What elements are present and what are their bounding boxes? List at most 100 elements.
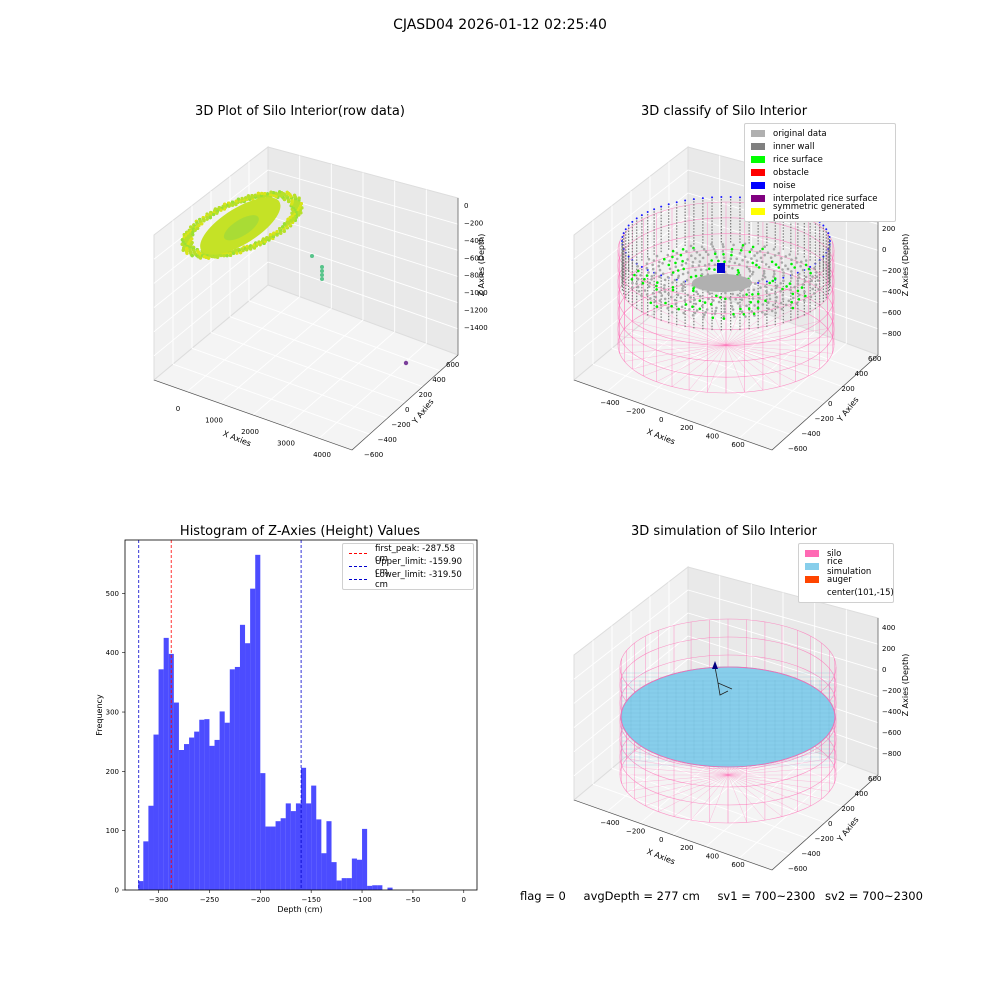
panel1-3d-plot: 010002000300040006004002000−200−400−6000… [153,145,488,459]
histogram-bar [184,744,190,890]
surface-point [732,312,735,316]
surface-point [680,305,684,309]
noise-point [646,211,649,214]
data-point [210,254,214,259]
y-axis-line [771,354,879,451]
surface-point [658,290,661,294]
surface-point [789,288,792,292]
surface-point [790,258,793,261]
surface-point [763,313,767,316]
surface-point [768,281,771,285]
z-tick-label: −1000 [464,289,488,297]
surface-point [790,273,794,276]
surface-point [774,299,778,303]
data-point [263,192,267,196]
histogram-bar [331,862,337,890]
surface-point [655,305,659,308]
surface-point [654,271,657,275]
legend-label: rice surface [773,154,823,165]
surface-point [785,285,788,288]
surface-point [809,271,812,275]
surface-point [770,288,773,291]
surface-point [736,269,740,272]
surface-point [637,269,640,273]
surface-point [772,248,776,251]
silo-spoke [619,336,833,354]
surface-point [736,293,740,297]
surface-point [711,245,714,248]
surface-point [774,263,778,266]
surface-point [751,293,754,296]
surface-point [722,315,725,318]
surface-point [764,263,768,266]
outlier-point [320,269,324,273]
surface-point [709,303,713,306]
surface-point [707,253,710,256]
noise-point [640,214,643,217]
data-point [239,251,243,255]
surface-point [781,297,785,301]
surface-point [759,256,763,260]
surface-point [773,272,776,276]
surface-point [763,253,766,257]
surface-point [631,281,634,285]
legend-label: Upper_limit: -159.90 cm [375,556,463,577]
data-point [180,238,184,242]
surface-point [724,291,727,295]
legend-swatch [751,143,765,150]
x-axis-line [573,799,773,871]
surface-point [712,247,716,251]
data-point [269,190,273,194]
surface-point [677,307,680,311]
data-point [208,216,212,220]
legend-label: noise [773,180,796,191]
surface-point [679,296,683,299]
surface-point [675,251,679,255]
x-axis-label: X Axies [646,847,677,866]
surface-point [655,284,658,288]
y-tick-label: 200 [841,385,854,393]
histogram-bar [351,858,357,890]
y-axis-label: Y Axies [835,815,861,844]
legend-swatch [751,195,765,202]
surface-point [748,269,752,273]
legend-entry: inner wall [751,140,889,153]
data-point [275,230,279,234]
histogram-bar [178,750,185,890]
histogram-bar [326,821,332,890]
noise-point [720,196,723,199]
surface-point [781,287,784,291]
histogram-bar [250,588,256,890]
surface-point [694,268,697,272]
surface-point [786,267,790,271]
surface-point [801,283,805,286]
legend-swatch [805,563,819,570]
x-axis-line [153,379,353,451]
surface-point [788,282,792,285]
surface-point [744,315,747,318]
surface-point [735,257,738,261]
surface-point [674,302,678,306]
surface-point [636,285,640,289]
histogram-bar [148,805,154,890]
y-tick-label: 400 [432,376,445,384]
surface-point [732,243,735,247]
surface-point [637,290,641,293]
data-point [285,220,289,224]
data-point [222,254,226,258]
surface-point [671,281,674,284]
histogram-xlabel: Depth (cm) [277,905,322,914]
surface-point [713,312,717,315]
surface-point [768,293,771,297]
surface-point [695,309,699,312]
sv1-text: sv1 = 700~2300 [717,889,816,903]
histogram-bar [321,853,327,890]
surface-point [765,289,768,293]
y-tick-label: 300 [106,709,119,717]
surface-point [693,311,697,315]
surface-point [686,271,690,274]
legend-label: interpolated rice surface [773,193,878,204]
surface-point [761,247,764,251]
histogram-bar [372,885,378,890]
legend-label: inner wall [773,141,815,152]
